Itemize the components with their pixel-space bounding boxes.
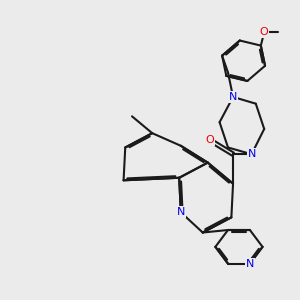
- Text: N: N: [248, 149, 256, 159]
- Text: N: N: [246, 259, 254, 269]
- Text: O: O: [260, 27, 268, 37]
- Text: N: N: [177, 207, 185, 217]
- Text: O: O: [205, 135, 214, 145]
- Text: N: N: [229, 92, 237, 102]
